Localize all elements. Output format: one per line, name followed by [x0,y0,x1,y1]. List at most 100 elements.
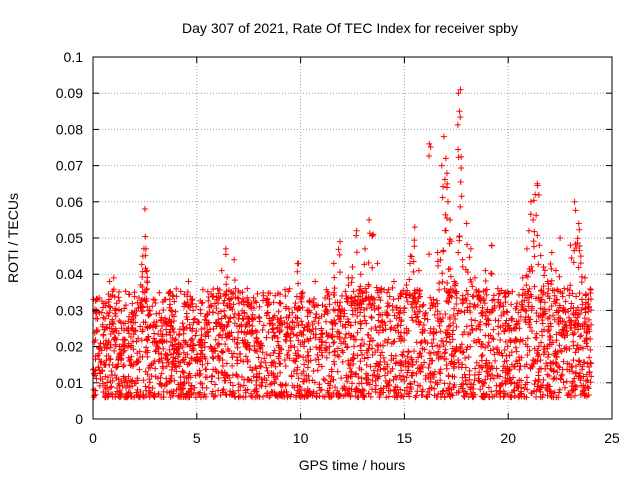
data-point [459,263,466,270]
data-point [536,297,543,304]
data-point [450,384,457,391]
data-point [541,343,548,350]
data-point [325,380,332,387]
data-point [513,318,520,325]
data-point [315,302,322,309]
data-point [363,361,370,368]
data-point [197,342,204,349]
data-point [222,245,229,252]
data-point [476,362,483,369]
data-point [256,314,263,321]
data-point [230,301,237,308]
data-point [353,385,360,392]
data-point [305,319,312,326]
data-point [205,328,212,335]
data-point [426,153,433,160]
data-point [278,317,285,324]
data-point [563,378,570,385]
data-point [395,322,402,329]
data-point [585,323,592,330]
data-point [490,296,497,303]
data-point [131,308,138,315]
data-point [569,290,576,297]
data-point [494,349,501,356]
data-point [392,360,399,367]
data-point [389,307,396,314]
data-point [522,381,529,388]
data-point [326,349,333,356]
data-point [337,318,344,325]
data-point [533,212,540,219]
data-point [476,289,483,296]
data-point [270,325,277,332]
data-point [321,311,328,318]
data-point [349,307,356,314]
data-point [204,288,211,295]
data-point [219,322,226,329]
data-point [351,343,358,350]
data-point [477,386,484,393]
data-point [568,364,575,371]
data-point [128,353,135,360]
data-point [507,337,514,344]
data-point [144,278,151,285]
data-point [491,351,498,358]
data-point [556,386,563,393]
data-point [375,329,382,336]
data-point [294,260,301,267]
data-point [357,309,364,316]
data-point [223,360,230,367]
data-point [396,335,403,342]
data-point [538,296,545,303]
data-point [547,281,554,288]
data-point [353,249,360,256]
data-point [163,352,170,359]
data-point [305,323,312,330]
data-point [154,344,161,351]
data-point [322,344,329,351]
data-point [383,311,390,318]
data-point [576,357,583,364]
data-point [479,382,486,389]
data-point [298,298,305,305]
data-point [217,308,224,315]
data-point [367,363,374,370]
data-point [502,299,509,306]
data-point [448,350,455,357]
data-point [207,343,214,350]
data-point [167,339,174,346]
data-point [95,364,102,371]
data-point [235,329,242,336]
data-point [511,393,518,400]
data-point [304,326,311,333]
data-point [578,332,585,339]
data-point [537,388,544,395]
data-point [340,338,347,345]
data-point [500,394,507,401]
data-point [525,227,532,234]
data-point [157,327,164,334]
data-point [249,316,256,323]
data-point [166,316,173,323]
data-point [480,297,487,304]
data-point [365,345,372,352]
data-point [530,216,537,223]
data-point [439,194,446,201]
data-point [539,291,546,298]
data-point [576,333,583,340]
data-point [454,121,461,128]
data-point [240,316,247,323]
data-point [521,385,528,392]
data-point [430,336,437,343]
data-point [139,328,146,335]
data-point [576,310,583,317]
data-point [338,340,345,347]
data-point [537,287,544,294]
data-point [479,378,486,385]
data-point [105,353,112,360]
data-point [278,392,285,399]
data-point [550,312,557,319]
data-point [383,309,390,316]
data-point [229,336,236,343]
data-point [97,376,104,383]
